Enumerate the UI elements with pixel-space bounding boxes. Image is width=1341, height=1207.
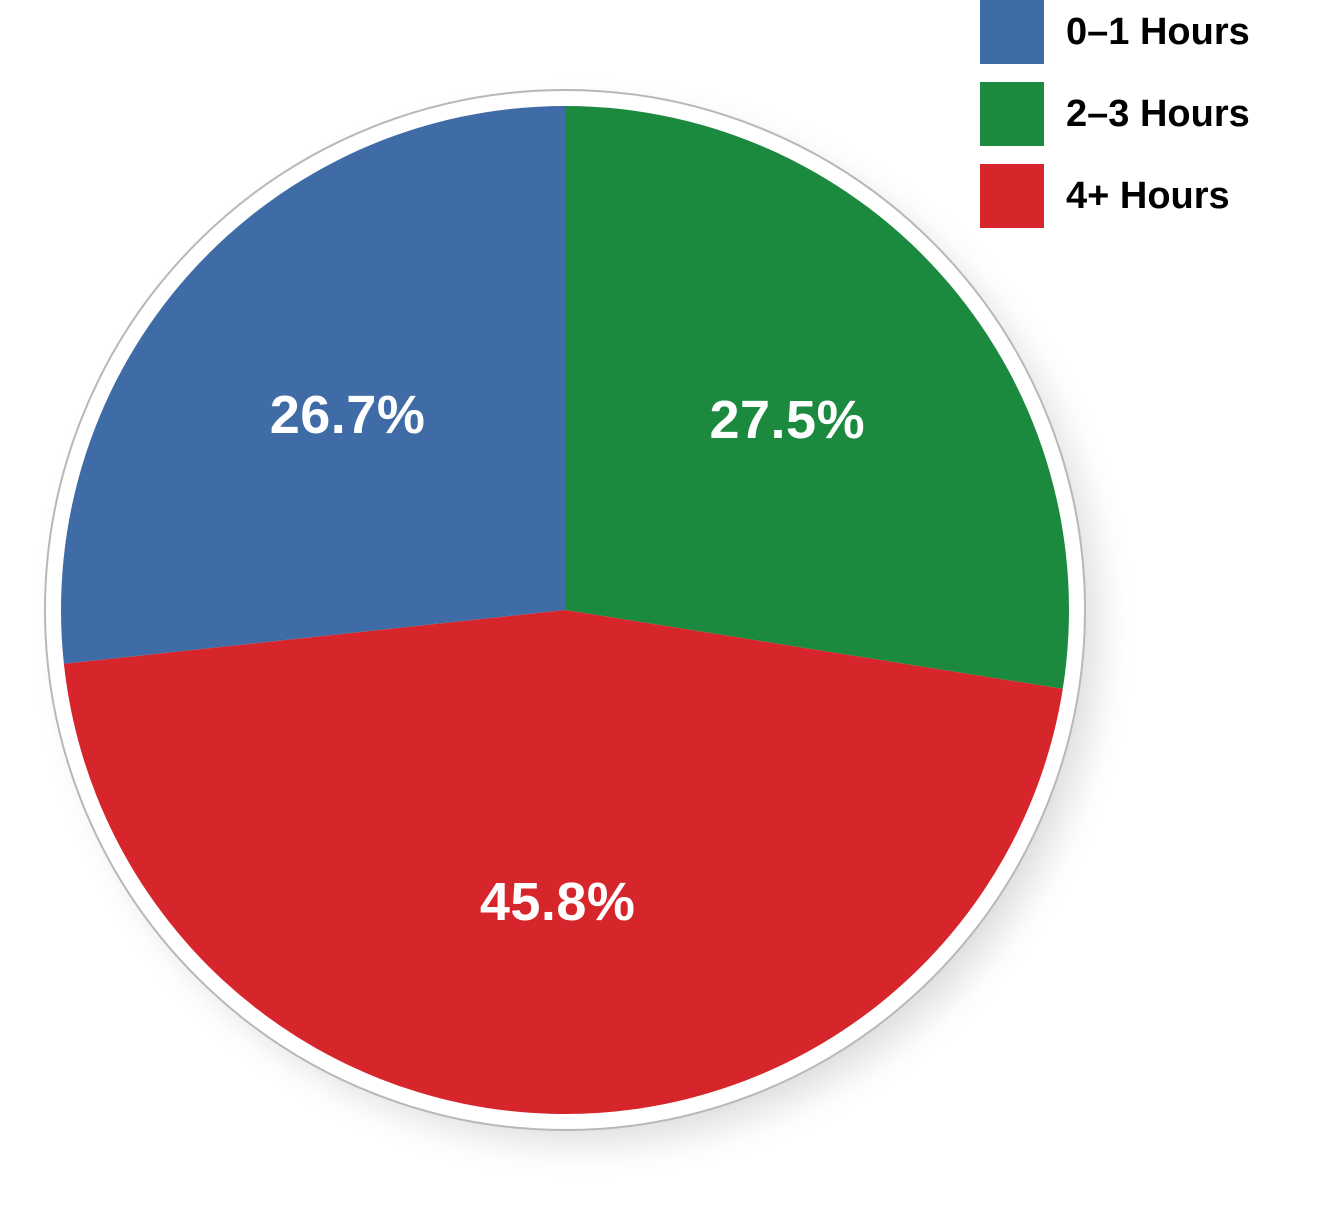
pie-slices bbox=[61, 106, 1069, 1114]
pie-slice-label-4plus-hours: 45.8% bbox=[480, 871, 636, 933]
pie-chart: 27.5% 45.8% 26.7% bbox=[35, 80, 1095, 1140]
pie-svg bbox=[35, 80, 1095, 1140]
legend-label-0-1-hours: 0–1 Hours bbox=[1066, 11, 1250, 54]
legend-item-0-1-hours: 0–1 Hours bbox=[980, 0, 1250, 64]
pie-slice-label-0-1-hours: 26.7% bbox=[270, 384, 426, 446]
pie-slice-label-2-3-hours: 27.5% bbox=[709, 389, 865, 451]
legend-swatch-0-1-hours bbox=[980, 0, 1044, 64]
chart-canvas: 0–1 Hours 2–3 Hours 4+ Hours 27.5%45.8%2… bbox=[0, 0, 1341, 1207]
pie-slice-4plus-hours bbox=[64, 610, 1063, 1114]
